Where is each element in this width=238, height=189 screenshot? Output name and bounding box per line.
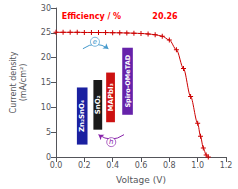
svg-text:Efficiency / %: Efficiency / % (62, 12, 121, 21)
svg-text:Spiro-OMeTAD: Spiro-OMeTAD (124, 54, 132, 107)
svg-text:1.2: 1.2 (220, 161, 233, 170)
svg-text:1.0: 1.0 (191, 161, 204, 170)
svg-text:h: h (109, 138, 113, 146)
svg-text:15: 15 (41, 78, 51, 87)
svg-text:0.2: 0.2 (78, 161, 91, 170)
svg-text:30: 30 (41, 4, 51, 13)
svg-text:SnO₂: SnO₂ (94, 95, 102, 114)
svg-text:20: 20 (41, 53, 51, 62)
svg-text:MAPbI₃: MAPbI₃ (107, 83, 115, 111)
svg-text:10: 10 (41, 103, 51, 112)
svg-text:0.8: 0.8 (163, 161, 176, 170)
svg-text:0.0: 0.0 (50, 161, 63, 170)
svg-text:0.6: 0.6 (135, 161, 148, 170)
svg-text:(mA/cm²): (mA/cm²) (19, 64, 28, 102)
svg-text:25: 25 (41, 28, 51, 37)
svg-text:0: 0 (45, 152, 51, 162)
svg-text:Current density: Current density (9, 51, 18, 113)
svg-text:e: e (93, 38, 97, 46)
svg-text:20.26: 20.26 (152, 12, 178, 21)
svg-text:Voltage (V): Voltage (V) (116, 175, 166, 185)
svg-text:0.4: 0.4 (106, 161, 119, 170)
svg-text:Zn₂SnO₄: Zn₂SnO₄ (78, 100, 86, 132)
svg-text:5: 5 (46, 128, 51, 137)
